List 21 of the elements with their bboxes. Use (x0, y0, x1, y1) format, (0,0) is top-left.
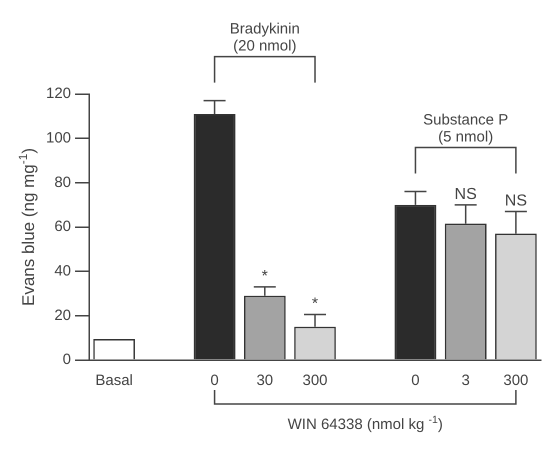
y-tick-label: 100 (46, 129, 72, 146)
data-label: NS (504, 192, 528, 210)
x-tick-label: Basal (95, 372, 133, 390)
y-tick-label: 80 (54, 174, 72, 191)
y-tick-label: 60 (54, 218, 72, 236)
y-tick-label: 0 (62, 351, 72, 368)
data-label: * (312, 296, 318, 313)
y-tick-label: 40 (54, 262, 72, 280)
x-tick-label: 300 (302, 372, 328, 390)
data-label: * (262, 268, 268, 285)
annotation: Substance P (5 nmol) (423, 112, 508, 146)
x-tick-label: 30 (256, 372, 274, 390)
x-tick-label: 0 (411, 372, 420, 390)
y-axis-title: Evans blue (ng mg-1) (16, 148, 38, 306)
x-tick-label: 0 (210, 372, 219, 390)
y-tick-label: 120 (46, 85, 72, 102)
y-tick-label: 20 (54, 306, 72, 324)
x-tick-label: 300 (503, 372, 528, 390)
data-label: NS (454, 186, 477, 203)
text: Bradykinin (20 nmol) (230, 20, 300, 55)
x-tick-label: 3 (462, 372, 470, 390)
